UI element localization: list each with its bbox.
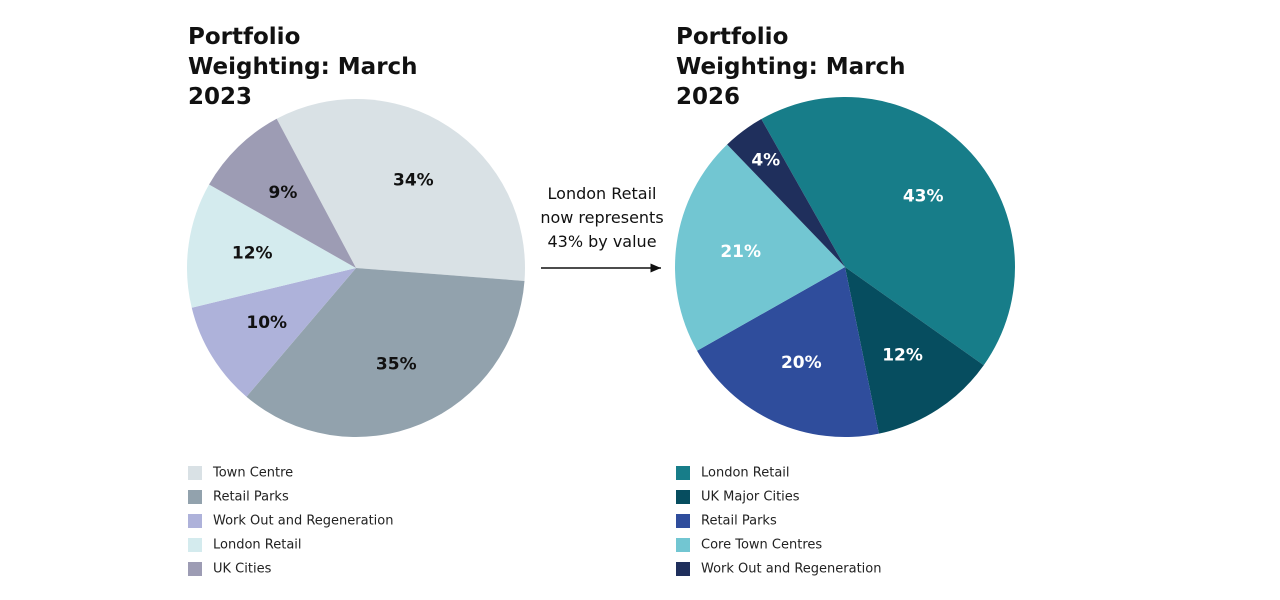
- legend-label: London Retail: [213, 538, 302, 553]
- data-label: 10%: [246, 313, 287, 333]
- pie-slice: [186, 184, 356, 308]
- legend-label: Core Town Centres: [701, 538, 822, 553]
- legend-swatch: [676, 538, 690, 552]
- data-label: 4%: [751, 151, 780, 171]
- pie-slice: [191, 268, 356, 397]
- chart-title: Portfolio Weighting: March 2023: [188, 24, 418, 110]
- data-label: 34%: [393, 170, 434, 190]
- pie-slice: [845, 267, 984, 434]
- data-label: 12%: [882, 345, 923, 365]
- legend-swatch: [188, 538, 202, 552]
- pie-slice: [761, 97, 1015, 366]
- legend-label: Work Out and Regeneration: [701, 562, 882, 577]
- annotation: London Retail now represents 43% by valu…: [540, 184, 664, 251]
- legend-label: London Retail: [701, 466, 790, 481]
- legend-swatch: [188, 514, 202, 528]
- legend-swatch: [676, 490, 690, 504]
- pie-slice: [674, 144, 845, 351]
- legend-swatch: [676, 466, 690, 480]
- legend-label: Work Out and Regeneration: [213, 514, 394, 529]
- legend-swatch: [188, 562, 202, 576]
- legend-label: Retail Parks: [213, 490, 289, 505]
- data-label: 20%: [781, 353, 822, 373]
- chart-title: Portfolio Weighting: March 2026: [676, 24, 906, 110]
- data-label: 9%: [269, 183, 298, 203]
- legend-label: Town Centre: [212, 466, 293, 481]
- data-label: 35%: [376, 355, 417, 375]
- legend-swatch: [676, 514, 690, 528]
- pie-slice: [246, 268, 525, 437]
- legend-swatch: [188, 490, 202, 504]
- pie-slice: [697, 267, 879, 437]
- legend-swatch: [676, 562, 690, 576]
- data-label: 12%: [232, 243, 273, 263]
- pie-slice: [727, 119, 845, 268]
- legend-swatch: [188, 466, 202, 480]
- legend-label: UK Major Cities: [701, 490, 800, 505]
- pie-slice: [209, 118, 356, 268]
- data-label: 21%: [720, 242, 761, 262]
- data-label: 43%: [903, 186, 944, 206]
- pie-slice: [276, 98, 525, 281]
- legend-label: Retail Parks: [701, 514, 777, 529]
- legend-label: UK Cities: [213, 562, 272, 577]
